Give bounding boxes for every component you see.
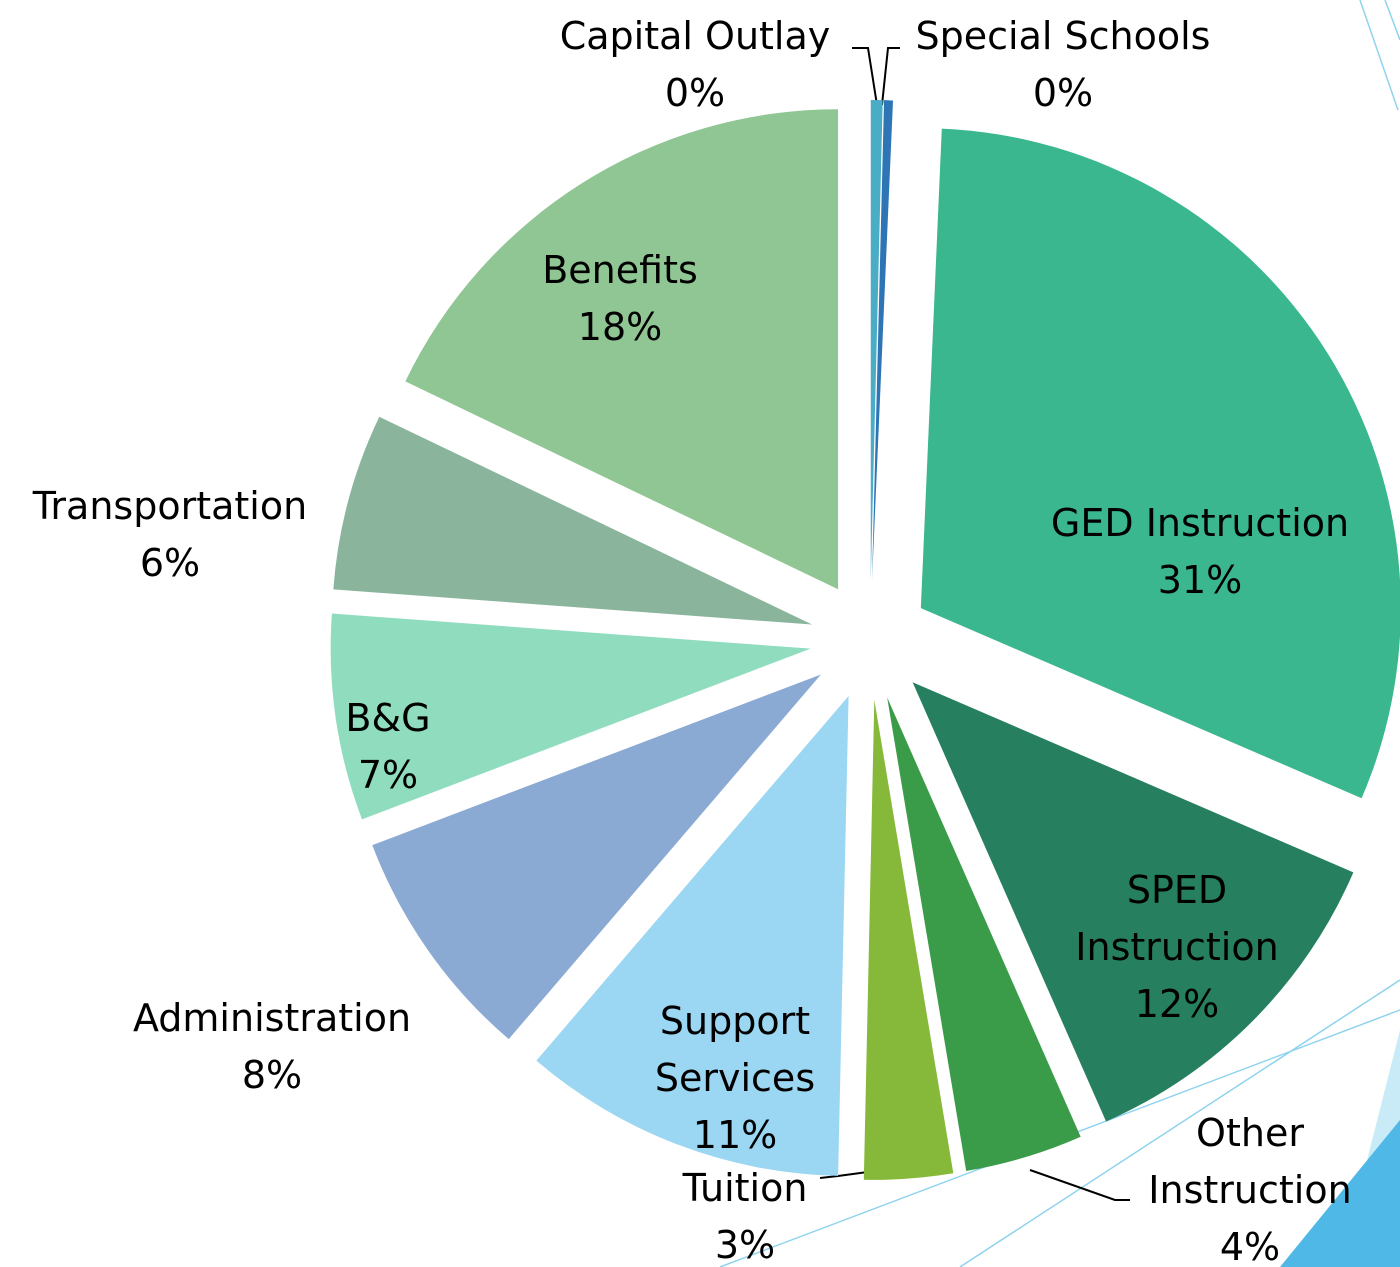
slice-label: Tuition 3% <box>645 1160 845 1267</box>
leader-line <box>881 47 900 106</box>
category-label: Administration <box>132 996 412 1040</box>
pie-slice <box>920 128 1400 799</box>
value-label: 18% <box>577 305 663 349</box>
slice-label: Support Services 11% <box>635 993 835 1164</box>
value-label: 8% <box>241 1053 303 1097</box>
category-label: Other Instruction <box>1148 1111 1352 1212</box>
category-label: Support Services <box>654 999 816 1100</box>
decor-line <box>959 979 1400 1267</box>
decor-line <box>1359 0 1399 111</box>
decor-line <box>1384 0 1400 41</box>
value-label: 12% <box>1134 982 1220 1026</box>
category-label: GED Instruction <box>1050 501 1350 545</box>
value-label: 0% <box>1032 71 1094 115</box>
pie-slice <box>872 100 894 581</box>
value-label: 7% <box>357 753 419 797</box>
pie-slice <box>405 109 839 590</box>
category-label: Transportation <box>32 484 308 528</box>
pie-slice <box>536 696 849 1176</box>
value-label: 6% <box>139 541 201 585</box>
slice-label: Other Instruction 4% <box>1120 1105 1380 1267</box>
value-label: 0% <box>664 71 726 115</box>
leader-line <box>1029 1169 1130 1201</box>
slice-label: Administration 8% <box>92 990 452 1104</box>
pie-slice <box>372 674 821 1040</box>
slice-label: SPED Instruction 12% <box>1052 862 1302 1033</box>
pie-slice <box>912 682 1354 1122</box>
pie-slice <box>330 613 811 820</box>
slice-label: Capital Outlay 0% <box>545 8 845 122</box>
slice-label: GED Instruction 31% <box>1020 495 1380 609</box>
pie-slice <box>863 699 954 1180</box>
value-label: 3% <box>714 1223 776 1267</box>
pie-slice <box>333 416 813 625</box>
category-label: SPED Instruction <box>1075 868 1279 969</box>
slice-label: Special Schools 0% <box>883 8 1243 122</box>
category-label: B&G <box>345 696 431 740</box>
slice-label: B&G 7% <box>288 690 488 804</box>
slice-label: Benefits 18% <box>470 242 770 356</box>
category-label: Capital Outlay <box>559 14 831 58</box>
pie-slice <box>887 697 1081 1171</box>
leader-line <box>852 47 878 106</box>
category-label: Tuition <box>682 1166 808 1210</box>
slice-label: Transportation 6% <box>0 478 350 592</box>
value-label: 4% <box>1219 1225 1281 1267</box>
category-label: Special Schools <box>915 14 1211 58</box>
value-label: 11% <box>692 1113 778 1157</box>
decor-shape <box>1280 1120 1400 1267</box>
category-label: Benefits <box>542 248 698 292</box>
value-label: 31% <box>1157 558 1243 602</box>
pie-slice <box>870 100 883 581</box>
